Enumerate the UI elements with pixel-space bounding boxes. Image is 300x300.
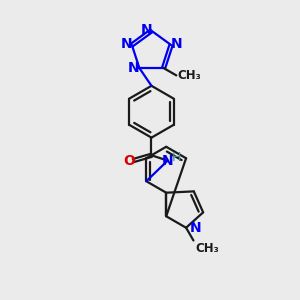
Text: CH₃: CH₃ (196, 242, 220, 255)
Text: N: N (171, 38, 182, 51)
Text: N: N (121, 38, 132, 51)
Text: N: N (140, 23, 152, 37)
Text: O: O (123, 154, 135, 168)
Text: N: N (190, 221, 202, 235)
Text: N: N (162, 154, 173, 168)
Text: H: H (172, 151, 181, 164)
Text: N: N (128, 61, 140, 75)
Text: CH₃: CH₃ (178, 69, 202, 82)
